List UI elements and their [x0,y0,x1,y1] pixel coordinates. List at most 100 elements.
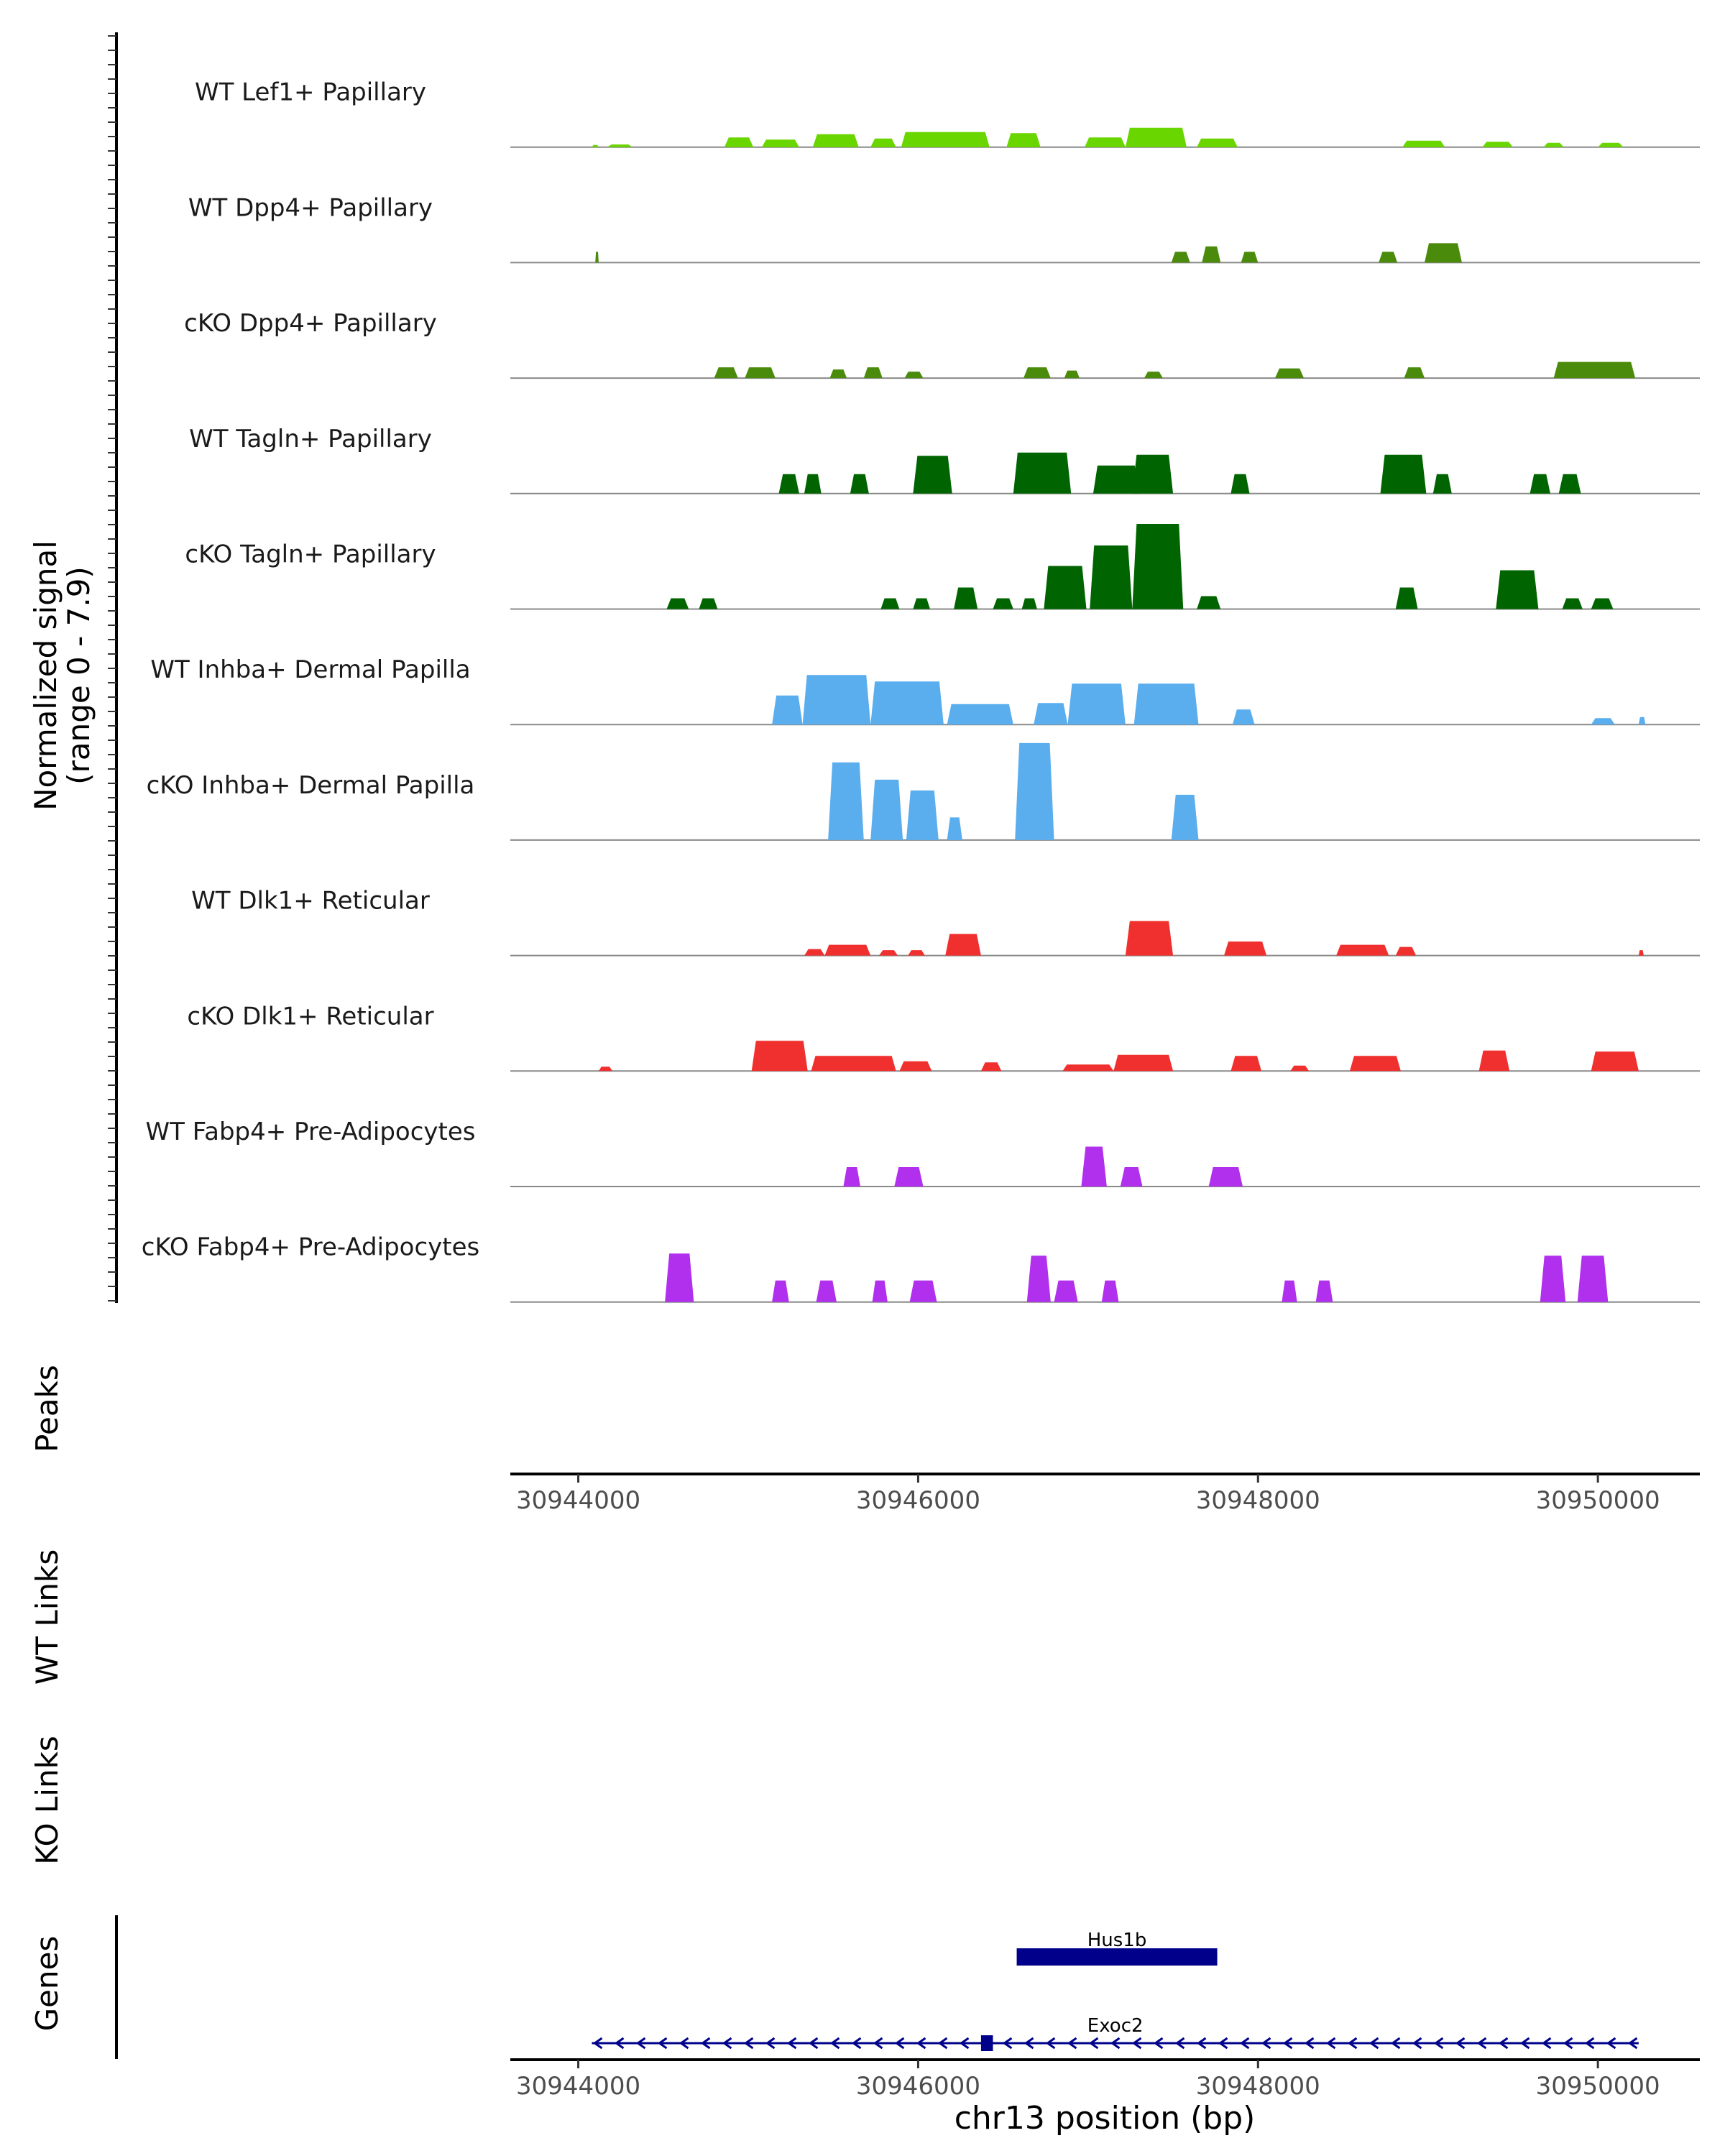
track: WT Lef1+ Papillary [195,78,1700,148]
signal-peak [1171,252,1190,263]
strand-arrow [635,2037,646,2050]
signal-peak [880,598,900,609]
strand-arrow [1131,2037,1142,2050]
signal-peak [595,252,599,263]
signal-peak [906,790,939,840]
track-label: cKO Fabp4+ Pre-Adipocytes [142,1233,480,1262]
strand-arrow [1261,2037,1271,2050]
wt-links-panel-label: WT Links [29,1549,65,1685]
strand-arrow [1368,2037,1379,2050]
strand-arrow [657,2037,668,2050]
signal-peak [1638,717,1646,725]
strand-arrow [1110,2037,1121,2050]
strand-arrow [1325,2037,1336,2050]
signal-peak [1132,524,1184,609]
genes-panel-label: Genes [29,1936,65,2032]
x-axis-lower: 30944000 30946000 30948000 30950000 [516,2060,1660,2101]
strand-arrow [614,2037,625,2050]
signal-peak [1558,474,1581,494]
track: cKO Inhba+ Dermal Papilla [147,742,1700,841]
signal-peak [1197,596,1221,609]
signal-peak [1402,140,1445,147]
strand-arrow [1153,2037,1164,2050]
signal-peak [908,950,925,956]
track-label: WT Fabp4+ Pre-Adipocytes [146,1118,476,1146]
signal-peak [592,144,599,147]
signal-peak [945,934,981,956]
signal-peak [1540,1256,1566,1302]
strand-arrow [765,2037,776,2050]
strand-arrow [1606,2037,1616,2050]
track-label: cKO Inhba+ Dermal Papilla [147,771,475,800]
track: WT Fabp4+ Pre-Adipocytes [146,1118,1700,1187]
signal-peak [870,681,944,725]
signal-peak [1241,252,1259,263]
signal-peak [863,367,883,379]
track: cKO Fabp4+ Pre-Adipocytes [142,1233,1700,1303]
strand-arrow [829,2037,840,2050]
signal-peak [1092,465,1139,494]
signal-peak [1432,474,1452,494]
signal-peak [666,598,689,609]
strand-arrow [1627,2037,1638,2050]
signal-peak [993,598,1013,609]
signal-peak [772,695,803,725]
signal-peak [909,1280,937,1302]
track: WT Dlk1+ Reticular [191,887,1700,957]
signal-peak [1062,1064,1114,1072]
strand-arrow [1045,2037,1056,2050]
signal-peak [899,1061,932,1072]
strand-arrow [1067,2037,1077,2050]
signal-peak [745,367,776,379]
signal-peak [1101,1280,1119,1302]
strand-arrow [786,2037,797,2050]
signal-y-label-line1: Normalized signal [28,540,63,811]
strand-arrow [1218,2037,1228,2050]
signal-peak [1064,370,1080,379]
signal-peak [1034,703,1068,725]
signal-peak [1404,367,1425,379]
signal-peak [1349,1056,1401,1072]
signal-peak [1562,598,1583,609]
x-tick-label: 30948000 [1196,2072,1320,2101]
signal-peak [1274,368,1305,379]
gene-label: Exoc2 [1087,2015,1144,2037]
track: cKO Dpp4+ Papillary [184,309,1700,379]
signal-peak [1054,1280,1078,1302]
signal-peak [1132,454,1174,494]
signal-peak [828,762,864,840]
signal-peak [1015,742,1054,840]
strand-arrow [1584,2037,1595,2050]
strand-arrow [1088,2037,1099,2050]
strand-arrow [959,2037,970,2050]
signal-peak [1395,587,1418,609]
signal-peak [1282,1280,1297,1302]
strand-arrow [1347,2037,1358,2050]
signal-peak [1024,367,1051,379]
gene-label: Hus1b [1087,1930,1147,1951]
signal-peak [1638,950,1644,956]
signal-peak [824,944,871,956]
strand-arrow [722,2037,732,2050]
track: WT Inhba+ Dermal Papilla [150,655,1700,726]
signal-peak [724,137,754,147]
signal-peak [1424,243,1462,263]
signal-peak [598,1067,612,1072]
x-axis-title: chr13 position (bp) [954,2100,1256,2137]
strand-arrow [873,2037,883,2050]
strand-arrow [1412,2037,1422,2050]
strand-arrow [808,2037,819,2050]
strand-arrow [1541,2037,1552,2050]
strand-arrow [1239,2037,1250,2050]
signal-peak [1530,474,1550,494]
track-label: WT Inhba+ Dermal Papilla [150,655,470,684]
strand-arrow [1282,2037,1293,2050]
signal-peak [1230,474,1250,494]
signal-peak [1336,944,1389,956]
x-tick-label: 30946000 [856,1486,980,1515]
signal-peak [829,369,847,379]
track-label: WT Lef1+ Papillary [195,78,426,107]
strand-arrow [851,2037,862,2050]
strand-arrow [1476,2037,1487,2050]
signal-peak [1290,1065,1310,1072]
